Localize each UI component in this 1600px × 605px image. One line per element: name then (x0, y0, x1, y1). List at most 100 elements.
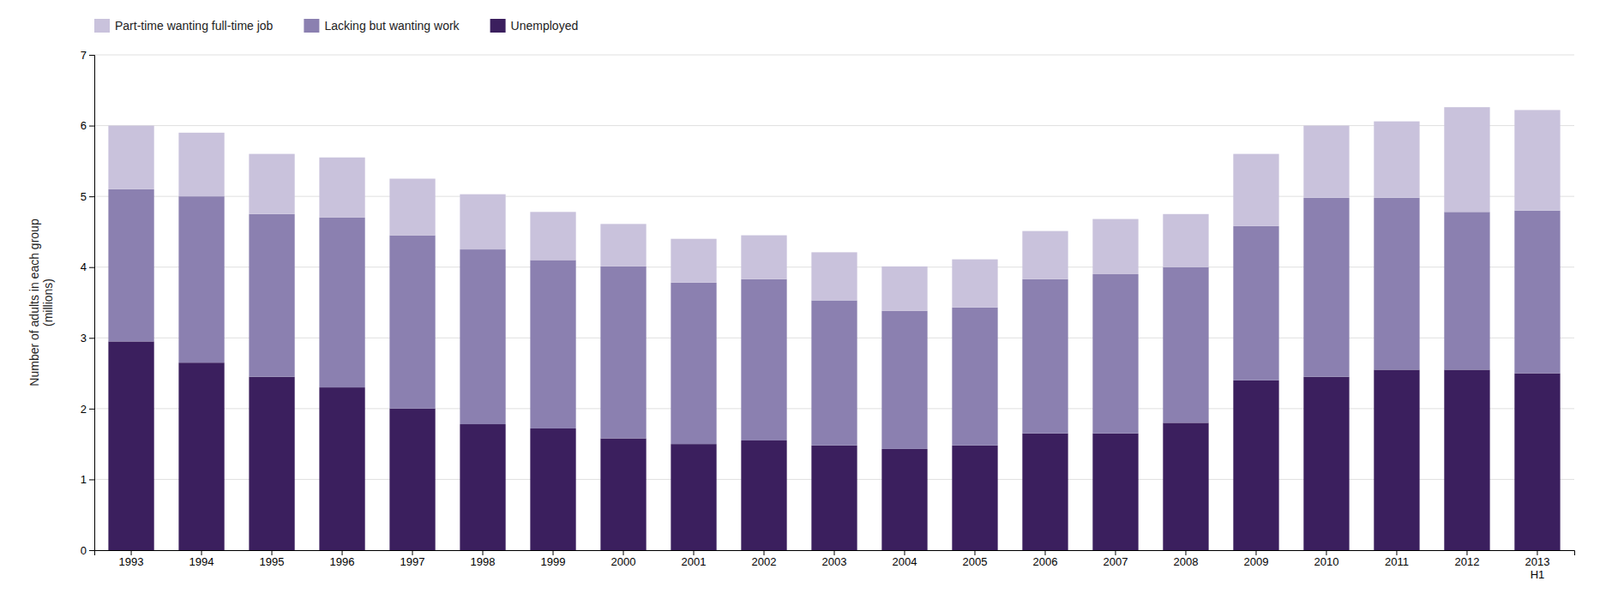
bar (1092, 433, 1138, 551)
tick-label-line: 2011 (1384, 555, 1409, 569)
bar (1373, 198, 1420, 371)
bar (1303, 126, 1349, 199)
bar (1373, 369, 1420, 551)
tick: 6 (80, 119, 95, 133)
tick: 2013H1 (1524, 550, 1550, 582)
legend-label: Part-time wanting full-time job (114, 18, 274, 33)
bar (459, 249, 506, 425)
bar (1514, 210, 1560, 374)
legend-swatch (94, 18, 110, 33)
bar (740, 279, 787, 441)
bar (248, 154, 295, 215)
tick-label: 1996 (330, 555, 355, 569)
plot-area: 1993199419951996199719981999200020012002… (80, 48, 1576, 583)
tick-mark (1466, 550, 1468, 556)
tick: 2009 (1244, 550, 1270, 569)
tick-label-line: 1999 (541, 555, 566, 569)
tick-label: 1 (80, 473, 87, 487)
tick-mark (89, 196, 95, 198)
tick-mark (1044, 550, 1046, 556)
bar (1092, 219, 1138, 275)
tick-label: 2008 (1173, 555, 1199, 569)
bar (600, 439, 646, 551)
tick-label: 2010 (1314, 555, 1340, 569)
tick-mark (89, 126, 95, 127)
tick: 7 (80, 48, 95, 62)
tick-label: 3 (80, 331, 87, 345)
tick-label-line: 2001 (681, 555, 707, 569)
bar (881, 266, 927, 312)
tick: 2002 (751, 550, 777, 569)
tick: 0 (80, 544, 95, 558)
tick-mark (131, 550, 133, 556)
tick-mark (1325, 550, 1327, 556)
bar (1303, 377, 1349, 551)
bar (1022, 279, 1068, 434)
tick: 5 (80, 190, 95, 204)
tick-label-line: 2008 (1173, 555, 1199, 569)
tick-label: 2007 (1103, 555, 1129, 569)
tick: 1999 (541, 550, 566, 569)
tick-mark (1184, 550, 1186, 556)
bar (670, 239, 716, 283)
bar (1514, 373, 1560, 551)
grid-line (94, 54, 1575, 56)
bar (459, 194, 506, 250)
bar (740, 440, 787, 551)
tick-mark (89, 479, 95, 481)
tick-mark (89, 267, 95, 269)
bar (1233, 380, 1279, 551)
tick: 2005 (962, 550, 988, 569)
tick-mark (903, 550, 905, 556)
bar (389, 235, 435, 410)
bar (1443, 211, 1490, 370)
tick-label-line: 1994 (189, 555, 215, 569)
bar (670, 282, 716, 445)
y-axis-title-line: (millions) (41, 278, 55, 327)
bar (459, 424, 506, 551)
tick-label: 2011 (1384, 555, 1409, 569)
axis-line (89, 55, 96, 552)
legend-label: Lacking but wanting work (324, 18, 460, 33)
bar (178, 132, 224, 197)
bar (248, 377, 295, 551)
tick-label-line: 2009 (1244, 555, 1270, 569)
tick-mark (763, 550, 765, 556)
tick-label: 6 (80, 119, 87, 133)
bar (811, 252, 857, 301)
tick-label-line: 2007 (1103, 555, 1129, 569)
chart: 1993199419951996199719981999200020012002… (0, 0, 1600, 605)
legend-item: Unemployed (490, 18, 579, 33)
bar (951, 445, 998, 551)
tick: 2 (80, 403, 95, 416)
tick-label: 5 (80, 190, 87, 204)
tick-mark (201, 550, 203, 556)
bar (529, 211, 576, 260)
x-axis: 1993199419951996199719981999200020012002… (95, 550, 1576, 582)
tick-label: 2000 (611, 555, 637, 569)
tick-label: 4 (80, 260, 87, 274)
tick-label: 2013H1 (1524, 555, 1550, 582)
bar (1233, 226, 1279, 381)
tick-label-line: 2000 (611, 555, 637, 569)
tick-label: 2002 (751, 555, 777, 569)
tick-label-line: 2010 (1314, 555, 1340, 569)
bar (108, 189, 154, 343)
y-axis-title: Number of adults in each group(millions) (27, 218, 56, 387)
tick-mark (482, 550, 484, 556)
tick: 1998 (470, 550, 496, 569)
bar (1373, 121, 1420, 199)
bar (529, 428, 576, 551)
bar (600, 266, 646, 440)
tick-label-line: 2005 (962, 555, 988, 569)
grid-line (94, 125, 1575, 127)
bar (1303, 198, 1349, 378)
tick: 1 (80, 473, 95, 487)
tick-mark (89, 54, 95, 56)
tick-mark (553, 550, 554, 556)
bar (881, 311, 927, 450)
tick-label: 0 (80, 544, 87, 558)
tick-label-line: 2004 (892, 555, 918, 569)
legend-label: Unemployed (511, 18, 579, 33)
bar (108, 341, 154, 551)
